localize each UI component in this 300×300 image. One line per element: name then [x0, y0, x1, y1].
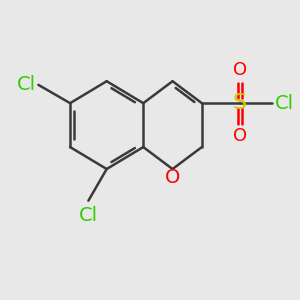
Text: O: O: [165, 168, 180, 187]
Text: Cl: Cl: [274, 94, 293, 113]
Text: Cl: Cl: [17, 75, 36, 94]
Text: S: S: [233, 93, 247, 113]
Text: O: O: [233, 61, 247, 79]
Text: Cl: Cl: [79, 206, 98, 225]
Text: O: O: [233, 127, 247, 145]
